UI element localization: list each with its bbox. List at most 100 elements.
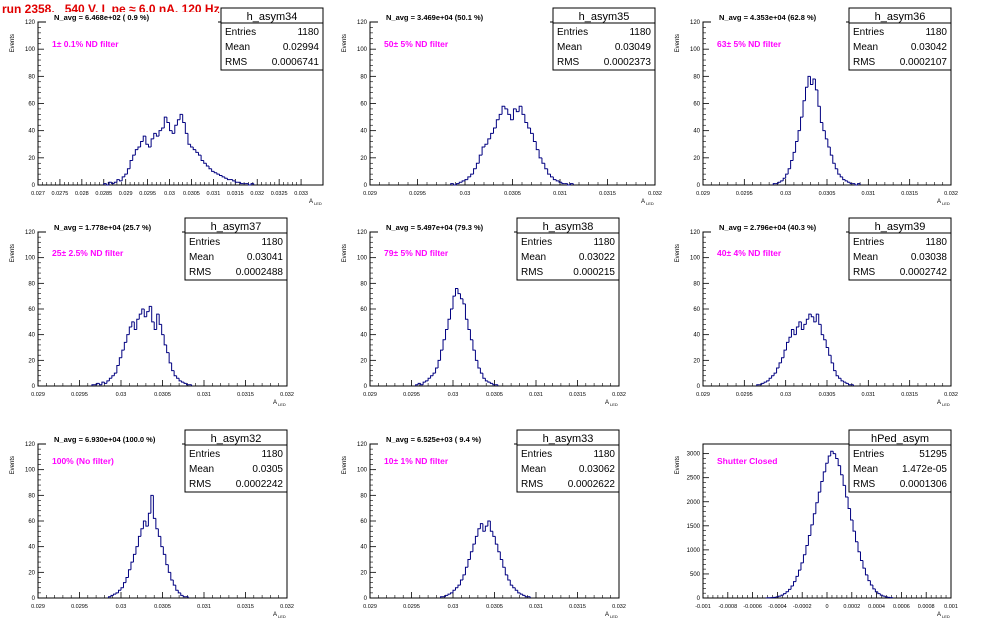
- histogram-bin: [487, 520, 491, 527]
- histogram-bin: [805, 318, 809, 325]
- histogram-bin: [457, 288, 461, 295]
- x-tick-label: 0.032: [612, 392, 626, 398]
- histogram-bin: [478, 154, 483, 164]
- x-tick-label: 0.03: [448, 392, 459, 398]
- histogram-bin: [498, 113, 503, 120]
- stat-value-rms: 0.0002742: [900, 267, 948, 278]
- histogram-bin: [502, 559, 506, 568]
- histogram-bin: [862, 560, 866, 569]
- histogram-bin: [432, 372, 436, 376]
- histogram-bin: [152, 495, 156, 519]
- histogram-bin: [174, 124, 178, 134]
- histogram-bin: [777, 181, 781, 184]
- stats-box-frame: [516, 217, 620, 281]
- histogram-bin: [98, 383, 102, 386]
- histogram-bin: [535, 141, 540, 151]
- histogram-bin: [440, 596, 444, 598]
- histogram-bin: [440, 349, 444, 361]
- filter-label: 40± 4% ND filter: [717, 248, 782, 258]
- histogram-bin: [788, 336, 792, 343]
- histogram-bin: [550, 174, 554, 178]
- x-tick-label: 0.027: [31, 191, 45, 197]
- histogram-bin: [182, 114, 186, 124]
- histogram-bin: [800, 562, 804, 571]
- x-tick-label: 0.028: [75, 191, 89, 197]
- histogram-bin: [781, 357, 785, 363]
- histogram-bins: [415, 287, 499, 386]
- histogram-bin: [820, 324, 824, 336]
- histogram-bin: [435, 367, 439, 374]
- y-axis-title: Events: [10, 244, 16, 262]
- x-tick-label: 0.031: [207, 191, 221, 197]
- histogram-bin: [783, 349, 787, 358]
- y-tick-label: 60: [360, 519, 367, 525]
- histogram-bin: [176, 375, 180, 379]
- histogram-bin: [817, 491, 821, 503]
- histogram-bin: [509, 580, 513, 586]
- histogram-bin: [827, 138, 831, 148]
- histogram-bin: [161, 324, 165, 336]
- navg-background: [711, 222, 846, 234]
- histogram-bin: [834, 163, 838, 170]
- histogram-bin: [855, 531, 858, 543]
- stat-value-mean: 0.02994: [283, 42, 320, 53]
- histogram-bins: [108, 494, 189, 598]
- stat-value-rms: 0.0002373: [604, 57, 652, 68]
- histogram-bin: [552, 176, 557, 181]
- histogram-bin: [833, 362, 837, 372]
- histogram-bin: [825, 462, 829, 472]
- histogram-bin: [422, 381, 426, 385]
- stat-label-rms: RMS: [189, 267, 212, 278]
- x-axis-title-subscript: LED: [278, 614, 286, 619]
- histogram-bin: [127, 569, 131, 578]
- histogram-bin: [158, 314, 162, 325]
- histogram-bin: [874, 588, 878, 593]
- y-tick-label: 0: [697, 183, 701, 189]
- x-tick-label: 0.0295: [139, 191, 156, 197]
- histogram-bin: [156, 313, 160, 330]
- histogram-bin: [177, 590, 181, 594]
- histogram-bin: [499, 551, 503, 560]
- histogram-bin: [181, 380, 185, 383]
- y-tick-label: 80: [28, 281, 35, 287]
- histogram-bin: [872, 585, 876, 590]
- x-tick-label: 0.029: [363, 191, 377, 197]
- y-tick-label: 120: [357, 442, 368, 448]
- stats-box: h_asym35 Entries 1180 Mean 0.03049 RMS 0.00023…: [552, 7, 656, 71]
- histogram-bin: [121, 176, 125, 181]
- histogram-bin: [445, 594, 449, 597]
- histogram-bin: [442, 339, 446, 351]
- navg-label: N_avg = 3.469e+04 (50.1 %): [386, 13, 484, 22]
- navg-background: [46, 434, 182, 446]
- x-tick-label: 0.0295: [403, 604, 420, 610]
- x-tick-label: -0.001: [695, 604, 711, 610]
- x-tick-label: 0.03: [116, 604, 127, 610]
- histogram-bin: [484, 143, 488, 147]
- histogram-bin: [822, 471, 826, 482]
- stat-label-mean: Mean: [521, 252, 546, 263]
- x-tick-label: 0.0305: [154, 392, 171, 398]
- histogram-bin: [785, 591, 789, 594]
- x-tick-label: 0.031: [861, 392, 875, 398]
- histogram-bin: [869, 580, 873, 586]
- histogram-bin: [795, 575, 799, 582]
- histogram-bin: [172, 580, 176, 586]
- histogram-bin: [467, 559, 471, 568]
- histogram-bin: [450, 308, 453, 320]
- histogram-bin: [113, 181, 117, 184]
- histogram-bin: [205, 163, 209, 167]
- histogram-bin: [168, 352, 172, 364]
- histogram-bin: [145, 136, 149, 145]
- histogram-bin: [807, 75, 811, 88]
- x-axis-title: A: [937, 199, 941, 205]
- stats-box: h_asym32 Entries 1180 Mean 0.0305 RMS 0.000224…: [184, 429, 288, 493]
- stat-label-entries: Entries: [853, 27, 884, 38]
- histogram-bin: [785, 173, 789, 179]
- histogram-bin: [512, 585, 516, 589]
- histogram-name: hPed_asym: [871, 433, 929, 445]
- histogram-bin: [137, 146, 141, 150]
- histogram-bin: [450, 592, 453, 595]
- histogram-bin: [458, 181, 463, 184]
- histogram-bin: [859, 551, 863, 561]
- x-tick-label: 0.031: [529, 604, 543, 610]
